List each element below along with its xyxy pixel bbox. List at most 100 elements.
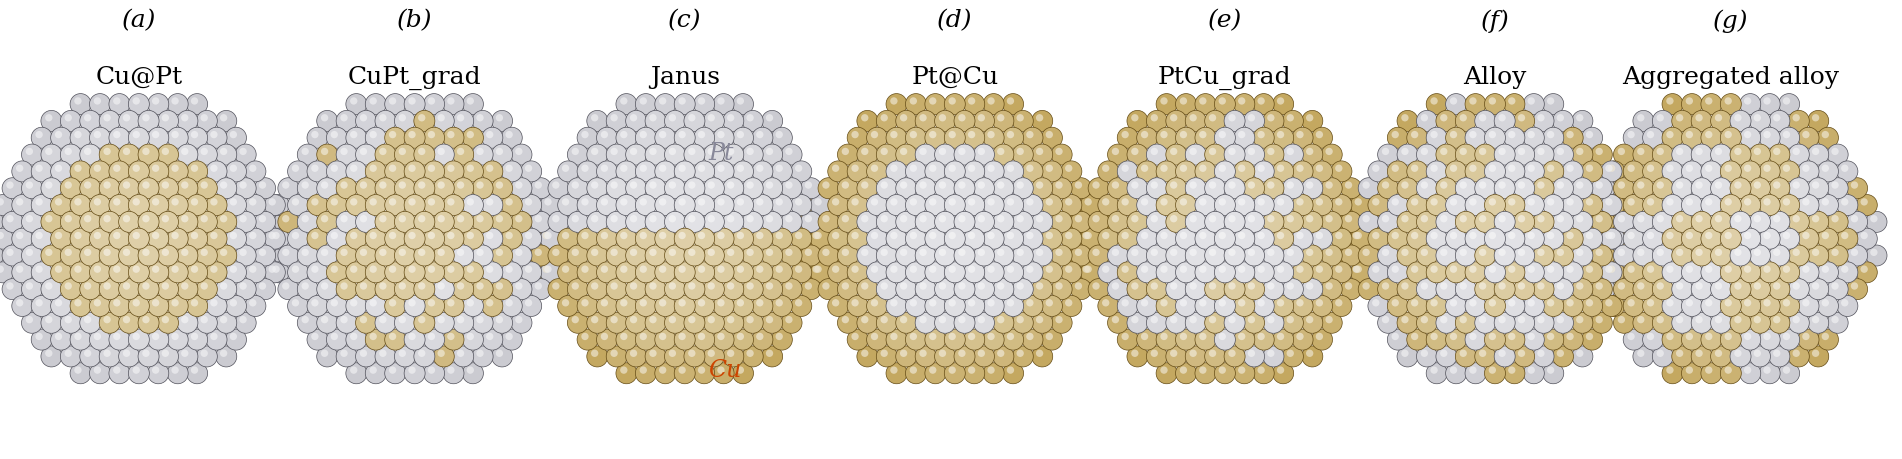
Circle shape [630, 249, 637, 256]
Circle shape [1407, 262, 1428, 283]
Circle shape [1354, 198, 1362, 206]
Circle shape [1307, 215, 1314, 222]
Circle shape [664, 279, 685, 300]
Circle shape [177, 144, 198, 165]
Circle shape [1263, 211, 1284, 232]
Circle shape [664, 178, 685, 199]
Circle shape [318, 178, 339, 199]
Circle shape [1116, 296, 1137, 316]
Circle shape [601, 265, 609, 273]
Circle shape [1407, 296, 1428, 316]
Circle shape [1634, 279, 1655, 300]
Circle shape [1352, 198, 1360, 206]
Circle shape [1244, 111, 1265, 131]
Circle shape [108, 296, 129, 316]
Circle shape [601, 333, 609, 340]
Circle shape [1622, 127, 1643, 148]
Circle shape [1592, 211, 1613, 232]
Circle shape [1189, 316, 1196, 323]
Circle shape [639, 232, 647, 239]
Circle shape [496, 181, 504, 189]
Circle shape [592, 114, 599, 122]
Circle shape [905, 363, 926, 384]
Circle shape [1031, 346, 1052, 367]
Circle shape [196, 312, 217, 333]
Circle shape [1740, 195, 1761, 216]
Circle shape [1362, 181, 1369, 189]
Circle shape [1695, 316, 1702, 323]
Circle shape [1592, 312, 1613, 333]
Circle shape [1504, 161, 1525, 182]
Circle shape [359, 215, 367, 222]
Circle shape [1628, 333, 1634, 340]
Circle shape [1065, 265, 1073, 273]
Circle shape [491, 211, 512, 232]
Circle shape [959, 215, 966, 222]
Circle shape [915, 144, 936, 165]
Circle shape [1312, 161, 1333, 182]
Circle shape [1598, 181, 1605, 189]
Circle shape [1504, 195, 1525, 216]
Circle shape [167, 127, 188, 148]
Circle shape [428, 265, 436, 273]
Circle shape [337, 279, 358, 300]
Circle shape [645, 346, 666, 367]
Circle shape [1634, 178, 1655, 199]
Circle shape [1495, 312, 1516, 333]
Circle shape [318, 111, 339, 131]
Circle shape [1113, 282, 1118, 290]
Circle shape [1090, 245, 1111, 266]
Circle shape [1307, 114, 1314, 122]
Circle shape [196, 279, 217, 300]
Circle shape [190, 131, 198, 138]
Circle shape [318, 346, 339, 367]
Circle shape [428, 165, 436, 172]
Circle shape [567, 144, 588, 165]
Circle shape [915, 211, 936, 232]
Circle shape [1238, 97, 1246, 105]
Circle shape [1225, 178, 1246, 199]
Circle shape [1607, 299, 1615, 307]
Circle shape [1740, 329, 1761, 350]
Circle shape [1731, 279, 1752, 300]
Circle shape [487, 131, 493, 138]
Circle shape [993, 312, 1014, 333]
Circle shape [21, 245, 42, 266]
Circle shape [552, 215, 559, 222]
Circle shape [736, 366, 744, 374]
Circle shape [1499, 282, 1506, 290]
Circle shape [1596, 181, 1603, 189]
Circle shape [1480, 316, 1485, 323]
Circle shape [437, 114, 445, 122]
Circle shape [1681, 195, 1702, 216]
Circle shape [723, 279, 744, 300]
Circle shape [340, 249, 348, 256]
Circle shape [1685, 198, 1693, 206]
Circle shape [1605, 299, 1613, 307]
Circle shape [1141, 198, 1149, 206]
Circle shape [1700, 296, 1721, 316]
Circle shape [561, 232, 569, 239]
Circle shape [1666, 232, 1674, 239]
Circle shape [742, 111, 763, 131]
Circle shape [521, 228, 542, 249]
Circle shape [928, 131, 936, 138]
Circle shape [1364, 249, 1371, 256]
Circle shape [1312, 195, 1333, 216]
Circle shape [462, 127, 483, 148]
Circle shape [1002, 195, 1023, 216]
Circle shape [1474, 178, 1495, 199]
Circle shape [649, 282, 656, 290]
Circle shape [1446, 94, 1466, 115]
Circle shape [1352, 232, 1360, 239]
Circle shape [133, 131, 141, 138]
Circle shape [732, 161, 753, 182]
Circle shape [1759, 94, 1780, 115]
Circle shape [1312, 127, 1333, 148]
Circle shape [886, 262, 907, 283]
Circle shape [1078, 195, 1099, 216]
Circle shape [915, 178, 936, 199]
Circle shape [152, 97, 160, 105]
Circle shape [1533, 144, 1554, 165]
Circle shape [1061, 296, 1082, 316]
